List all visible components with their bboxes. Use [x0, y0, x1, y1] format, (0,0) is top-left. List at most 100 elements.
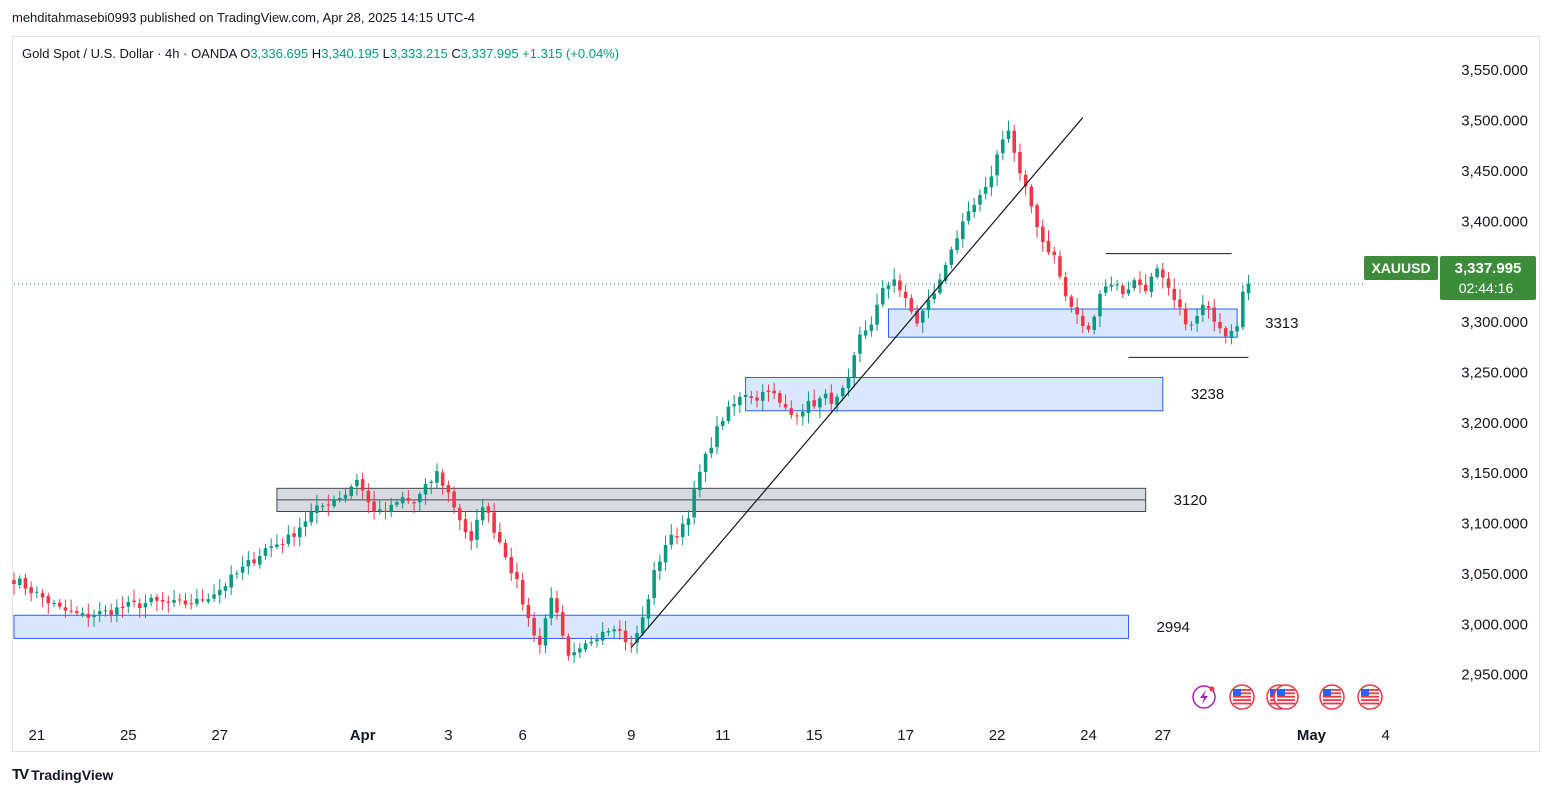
candle[interactable]: [75, 611, 79, 614]
candle[interactable]: [595, 639, 599, 642]
candle[interactable]: [829, 392, 834, 404]
candle[interactable]: [709, 447, 714, 454]
candle[interactable]: [29, 587, 33, 594]
candle[interactable]: [652, 570, 656, 599]
candle[interactable]: [303, 521, 308, 527]
candle[interactable]: [177, 599, 182, 601]
candle[interactable]: [566, 636, 571, 656]
candle[interactable]: [1201, 304, 1205, 316]
candle[interactable]: [1241, 291, 1245, 328]
candle[interactable]: [115, 607, 119, 615]
candle[interactable]: [149, 597, 153, 603]
candle[interactable]: [743, 394, 748, 398]
candle[interactable]: [806, 400, 811, 414]
candle[interactable]: [1012, 130, 1016, 153]
candle[interactable]: [589, 641, 594, 644]
candle[interactable]: [206, 599, 211, 602]
candle[interactable]: [195, 598, 199, 604]
candle[interactable]: [1206, 306, 1211, 309]
candle[interactable]: [463, 519, 468, 533]
us-flag-event-icon[interactable]: [1229, 684, 1255, 710]
candle[interactable]: [280, 543, 285, 545]
candle[interactable]: [440, 472, 445, 486]
candle[interactable]: [1172, 288, 1177, 301]
candle[interactable]: [372, 501, 376, 512]
tradingview-logo[interactable]: TV TradingView: [12, 766, 113, 783]
candle[interactable]: [80, 613, 85, 615]
candle[interactable]: [269, 546, 273, 548]
candle[interactable]: [978, 194, 982, 205]
candle[interactable]: [886, 285, 891, 290]
candle[interactable]: [858, 334, 862, 354]
candle[interactable]: [760, 391, 765, 401]
candle[interactable]: [1218, 322, 1222, 329]
candle[interactable]: [1223, 328, 1228, 337]
candle[interactable]: [458, 508, 462, 521]
candle[interactable]: [703, 453, 708, 473]
candle[interactable]: [120, 606, 125, 609]
candle[interactable]: [509, 557, 514, 574]
candle[interactable]: [326, 504, 331, 506]
trendline[interactable]: [630, 117, 1084, 648]
candle[interactable]: [1235, 326, 1239, 332]
us-flag-event-icon[interactable]: [1319, 684, 1345, 710]
zone-3313[interactable]: [887, 308, 1238, 338]
candle[interactable]: [852, 355, 856, 378]
candle[interactable]: [538, 636, 542, 645]
candle[interactable]: [498, 531, 502, 543]
candle[interactable]: [966, 211, 971, 221]
candle[interactable]: [800, 411, 805, 417]
candle[interactable]: [880, 288, 885, 305]
candle[interactable]: [766, 390, 771, 393]
candle[interactable]: [63, 607, 68, 611]
candle[interactable]: [692, 489, 696, 518]
candle[interactable]: [412, 502, 416, 504]
candle[interactable]: [675, 536, 679, 538]
candle[interactable]: [400, 497, 405, 504]
candle[interactable]: [1041, 226, 1045, 243]
candle[interactable]: [663, 545, 668, 563]
candle[interactable]: [835, 396, 839, 406]
candle[interactable]: [103, 610, 108, 612]
candle[interactable]: [875, 304, 879, 325]
candle[interactable]: [212, 594, 216, 599]
candle[interactable]: [909, 298, 914, 312]
candle[interactable]: [1212, 307, 1217, 322]
candle[interactable]: [869, 324, 874, 331]
candle[interactable]: [715, 426, 719, 448]
candle[interactable]: [823, 393, 828, 399]
candle[interactable]: [252, 559, 256, 564]
candle[interactable]: [560, 612, 565, 636]
candle[interactable]: [189, 603, 193, 605]
candle[interactable]: [1029, 186, 1034, 207]
candle[interactable]: [446, 485, 451, 493]
candle[interactable]: [429, 481, 434, 483]
candle[interactable]: [172, 600, 176, 603]
candle[interactable]: [1149, 276, 1154, 292]
candle[interactable]: [732, 404, 736, 407]
candle[interactable]: [755, 397, 759, 401]
candle[interactable]: [292, 533, 296, 537]
candle[interactable]: [160, 599, 165, 602]
candle[interactable]: [572, 652, 576, 656]
candle[interactable]: [343, 494, 348, 499]
lightning-event-icon[interactable]: [1192, 685, 1216, 709]
candle[interactable]: [726, 406, 731, 422]
candle[interactable]: [932, 293, 936, 300]
candle[interactable]: [492, 512, 496, 533]
candle[interactable]: [35, 591, 39, 593]
candle[interactable]: [812, 400, 816, 407]
candle[interactable]: [92, 615, 96, 618]
candle[interactable]: [938, 279, 942, 293]
candle[interactable]: [578, 648, 582, 653]
candle[interactable]: [989, 176, 994, 188]
candle[interactable]: [1115, 284, 1119, 286]
candle[interactable]: [606, 631, 611, 633]
us-flag-event-icon[interactable]: [1273, 684, 1299, 710]
candle[interactable]: [955, 238, 959, 250]
candle[interactable]: [360, 479, 365, 491]
candle[interactable]: [1166, 278, 1171, 288]
candle[interactable]: [355, 479, 359, 487]
candle[interactable]: [995, 154, 999, 176]
